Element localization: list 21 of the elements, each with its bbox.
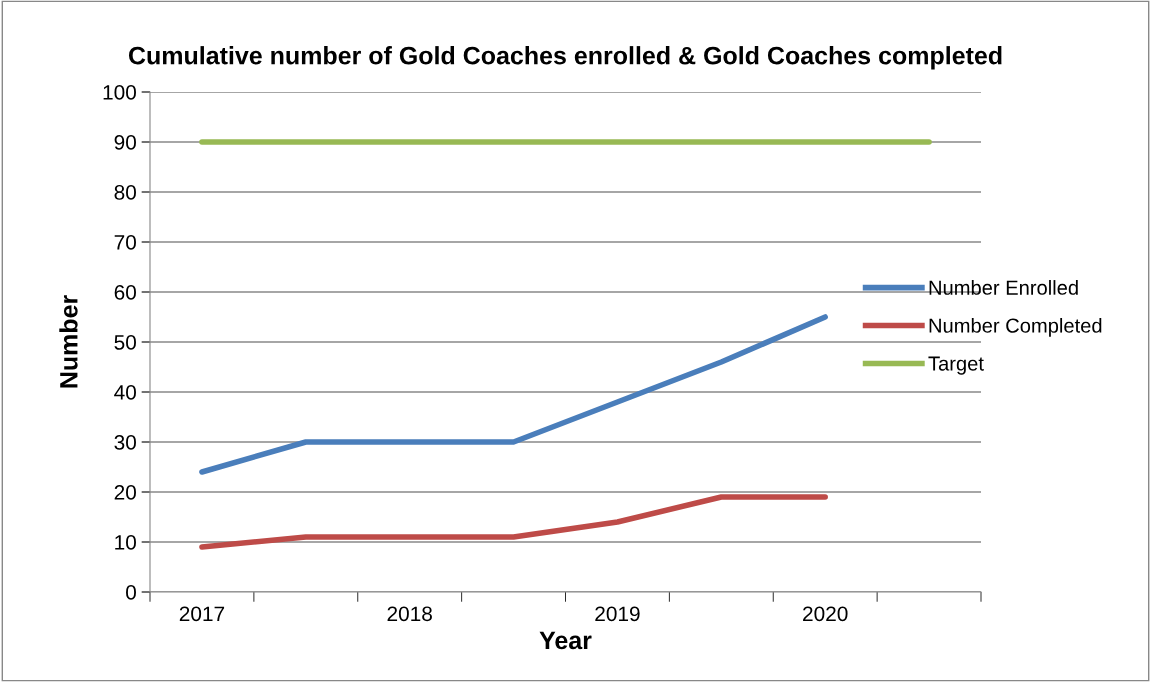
y-tick-label: 50 <box>114 335 136 350</box>
y-tick-label: 80 <box>114 185 136 200</box>
legend-label: Target <box>928 356 984 375</box>
y-tick-label: 90 <box>114 135 136 150</box>
x-tick-label: 2017 <box>179 606 225 622</box>
y-tick-label: 10 <box>115 535 136 550</box>
x-tick-label: 2020 <box>803 606 848 622</box>
chart-title: Cumulative number of Gold Coaches enrolled & Gold Coaches completed <box>128 46 1002 70</box>
legend-label: Number Completed <box>929 317 1102 337</box>
y-tick-label: 70 <box>114 235 136 250</box>
legend-label: Number Enrolled <box>929 280 1078 295</box>
y-axis-title: Number <box>59 295 78 388</box>
y-tick-label: 60 <box>114 285 136 300</box>
y-tick-label: 100 <box>103 85 136 100</box>
x-tick-label: 2019 <box>595 606 640 622</box>
x-axis-title: Year <box>539 631 592 650</box>
x-tick-label: 2018 <box>387 606 432 622</box>
y-tick-label: 30 <box>114 435 136 450</box>
y-tick-label: 20 <box>114 485 136 500</box>
y-tick-label: 40 <box>114 385 136 400</box>
y-tick-label: 0 <box>126 585 136 600</box>
